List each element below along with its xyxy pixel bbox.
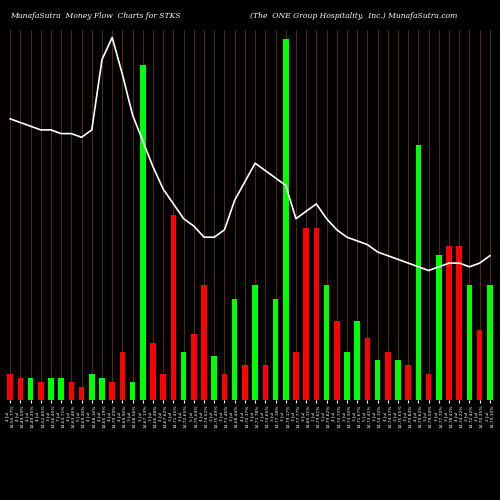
Bar [446,246,452,400]
Bar [181,352,186,400]
Bar [293,352,298,400]
Bar [395,360,401,400]
Bar [314,228,319,400]
Bar [38,382,44,400]
Bar [436,254,442,400]
Bar [232,298,237,400]
Bar [48,378,54,400]
Bar [334,320,340,400]
Bar [364,338,370,400]
Bar [324,286,330,400]
Bar [477,330,482,400]
Bar [426,374,432,400]
Bar [252,286,258,400]
Bar [344,352,350,400]
Bar [272,298,278,400]
Bar [487,286,492,400]
Bar [416,144,421,400]
Bar [262,365,268,400]
Bar [222,374,228,400]
Bar [375,360,380,400]
Bar [150,342,156,400]
Bar [191,334,196,400]
Bar [68,382,74,400]
Bar [99,378,105,400]
Text: (The  ONE Group Hospitality,  Inc.) MunafaSutra.com: (The ONE Group Hospitality, Inc.) Munafa… [250,12,458,20]
Bar [212,356,217,400]
Bar [354,320,360,400]
Bar [120,352,125,400]
Bar [28,378,34,400]
Bar [79,387,84,400]
Bar [304,228,309,400]
Bar [406,365,411,400]
Text: MunafaSutra  Money Flow  Charts for STKS: MunafaSutra Money Flow Charts for STKS [10,12,180,20]
Bar [466,286,472,400]
Bar [110,382,115,400]
Bar [170,215,176,400]
Bar [202,286,207,400]
Bar [58,378,64,400]
Bar [89,374,94,400]
Bar [456,246,462,400]
Bar [242,365,248,400]
Bar [130,382,136,400]
Bar [283,39,288,400]
Bar [18,378,23,400]
Bar [385,352,390,400]
Bar [8,374,13,400]
Bar [160,374,166,400]
Bar [140,65,145,400]
